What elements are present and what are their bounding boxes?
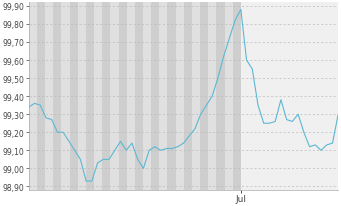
Bar — [37, 3, 45, 190]
Bar — [110, 3, 119, 190]
Bar — [29, 3, 37, 190]
Bar — [233, 3, 241, 190]
Bar — [135, 3, 143, 190]
Bar — [102, 3, 110, 190]
Bar — [70, 3, 78, 190]
Bar — [200, 3, 208, 190]
Bar — [127, 3, 135, 190]
Bar — [151, 3, 159, 190]
Bar — [192, 3, 200, 190]
Bar — [119, 3, 127, 190]
Bar — [94, 3, 102, 190]
Bar — [224, 3, 233, 190]
Bar — [78, 3, 86, 190]
Bar — [159, 3, 167, 190]
Bar — [216, 3, 224, 190]
Bar — [45, 3, 53, 190]
Bar — [53, 3, 61, 190]
Bar — [61, 3, 70, 190]
Bar — [241, 3, 338, 190]
Bar — [184, 3, 192, 190]
Bar — [176, 3, 184, 190]
Bar — [143, 3, 151, 190]
Bar — [86, 3, 94, 190]
Bar — [167, 3, 176, 190]
Bar — [208, 3, 216, 190]
